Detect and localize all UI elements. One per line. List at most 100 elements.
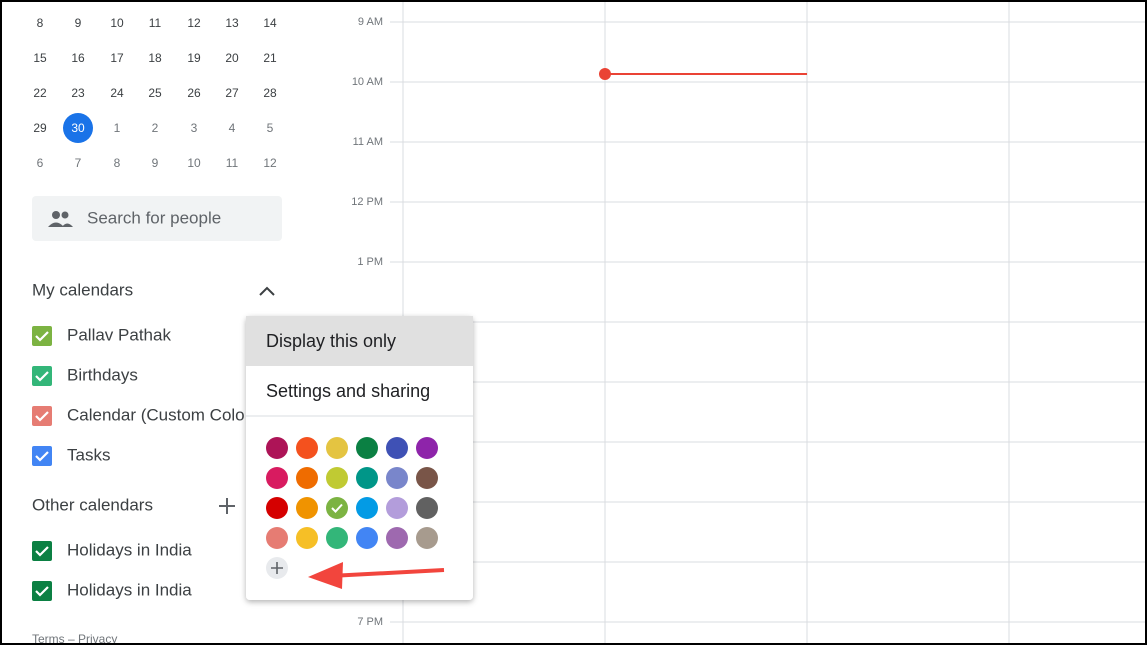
color-swatch[interactable]: [416, 437, 438, 459]
mini-calendar-day[interactable]: 12: [187, 16, 201, 30]
calendar-checkbox[interactable]: [32, 406, 52, 426]
mini-calendar-day[interactable]: 3: [191, 121, 198, 135]
people-icon: [48, 211, 73, 227]
color-swatch[interactable]: [326, 497, 348, 519]
mini-calendar-day[interactable]: 26: [187, 86, 201, 100]
day-grid: 9 AM 10 AM 11 AM 12 PM 1 PM 7 PM: [351, 0, 1147, 645]
time-label: 1 PM: [357, 256, 383, 268]
mini-calendar-day[interactable]: 17: [110, 51, 124, 65]
mini-calendar-day[interactable]: 9: [152, 156, 159, 170]
color-swatch[interactable]: [386, 497, 408, 519]
section-title: Other calendars: [32, 495, 153, 514]
calendar-name: Calendar (Custom Colo: [67, 405, 245, 424]
mini-calendar-day[interactable]: 21: [263, 51, 277, 65]
color-swatch[interactable]: [266, 497, 288, 519]
mini-calendar-day[interactable]: 6: [37, 156, 44, 170]
calendar-name: Birthdays: [67, 365, 138, 384]
arrow-head: [308, 562, 343, 589]
calendar-name: Pallav Pathak: [67, 325, 171, 344]
mini-calendar-day[interactable]: 29: [33, 121, 47, 135]
mini-calendar-day[interactable]: 11: [226, 156, 239, 170]
selected-check: [331, 503, 343, 513]
arrow-shaft: [329, 568, 445, 578]
color-swatch[interactable]: [386, 467, 408, 489]
color-swatch[interactable]: [386, 437, 408, 459]
collapse-icon[interactable]: [259, 286, 275, 296]
color-palette: [266, 437, 438, 549]
mini-calendar-day[interactable]: 13: [225, 16, 239, 30]
color-swatch[interactable]: [296, 497, 318, 519]
plus-icon: [271, 562, 283, 574]
mini-calendar-day[interactable]: 18: [148, 51, 162, 65]
mini-calendar-day[interactable]: 8: [114, 156, 121, 170]
menu-highlight: [246, 316, 473, 366]
mini-calendar-day[interactable]: 22: [33, 86, 47, 100]
color-swatch[interactable]: [386, 527, 408, 549]
mini-calendar-day[interactable]: 9: [75, 16, 82, 30]
color-swatch[interactable]: [356, 527, 378, 549]
calendar-name: Tasks: [67, 445, 110, 464]
calendar-name: Holidays in India: [67, 540, 192, 559]
mini-calendar-day[interactable]: 15: [33, 51, 47, 65]
color-swatch[interactable]: [266, 437, 288, 459]
color-swatch[interactable]: [416, 527, 438, 549]
color-swatch[interactable]: [356, 437, 378, 459]
mini-calendar-day[interactable]: 16: [71, 51, 85, 65]
color-swatch[interactable]: [326, 437, 348, 459]
menu-item[interactable]: Display this only: [266, 331, 396, 351]
calendar-checkbox[interactable]: [32, 366, 52, 386]
color-swatch[interactable]: [356, 467, 378, 489]
mini-calendar-day[interactable]: 10: [110, 16, 124, 30]
color-swatch[interactable]: [326, 527, 348, 549]
annotation-arrow: [308, 562, 445, 589]
calendar-checkbox[interactable]: [32, 541, 52, 561]
checkmark: [35, 411, 49, 422]
calendar-checkbox[interactable]: [32, 446, 52, 466]
color-swatch[interactable]: [296, 437, 318, 459]
mini-calendar-day[interactable]: 25: [148, 86, 162, 100]
calendar-checkbox[interactable]: [32, 581, 52, 601]
color-swatch[interactable]: [356, 497, 378, 519]
time-label: 11 AM: [353, 136, 383, 148]
mini-calendar-day[interactable]: 8: [37, 16, 44, 30]
add-calendar-icon[interactable]: [219, 498, 235, 514]
mini-calendar-day[interactable]: 1: [114, 121, 121, 135]
mini-calendar-day[interactable]: 23: [71, 86, 85, 100]
mini-calendar-day[interactable]: 14: [263, 16, 277, 30]
mini-calendar-day[interactable]: 27: [225, 86, 239, 100]
time-label: 10 AM: [352, 76, 383, 88]
search-placeholder: Search for people: [87, 208, 221, 227]
mini-calendar-day[interactable]: 20: [225, 51, 239, 65]
color-swatch[interactable]: [296, 467, 318, 489]
selected-day: [63, 113, 93, 143]
color-swatch[interactable]: [416, 497, 438, 519]
mini-calendar-day[interactable]: 7: [75, 156, 82, 170]
mini-calendar-day[interactable]: 2: [152, 121, 159, 135]
menu-item[interactable]: Settings and sharing: [266, 381, 430, 401]
time-label: 12 PM: [351, 196, 383, 208]
mini-calendar-day[interactable]: 30: [71, 121, 85, 135]
mini-calendar-day[interactable]: 10: [187, 156, 201, 170]
calendar-checkbox[interactable]: [32, 326, 52, 346]
checkmark: [35, 331, 49, 342]
search-box[interactable]: [32, 196, 282, 241]
mini-calendar-day[interactable]: 5: [267, 121, 274, 135]
mini-calendar-day[interactable]: 12: [263, 156, 277, 170]
mini-calendar-day[interactable]: 11: [149, 16, 162, 30]
calendar-options-menu: Display this only Settings and sharing: [246, 316, 473, 600]
footer-links: Terms – Privacy: [32, 632, 117, 645]
checkmark: [35, 546, 49, 557]
color-swatch[interactable]: [416, 467, 438, 489]
color-swatch[interactable]: [296, 527, 318, 549]
mini-calendar-day[interactable]: 19: [187, 51, 201, 65]
current-time-dot: [599, 68, 611, 80]
color-swatch[interactable]: [266, 467, 288, 489]
color-swatch[interactable]: [266, 527, 288, 549]
time-label: 9 AM: [358, 16, 383, 28]
sidebar: Search for people My calendars Other cal…: [32, 16, 282, 645]
mini-calendar-day[interactable]: 24: [110, 86, 124, 100]
color-swatch[interactable]: [326, 467, 348, 489]
mini-calendar-day[interactable]: 28: [263, 86, 277, 100]
mini-calendar-day[interactable]: 4: [229, 121, 236, 135]
